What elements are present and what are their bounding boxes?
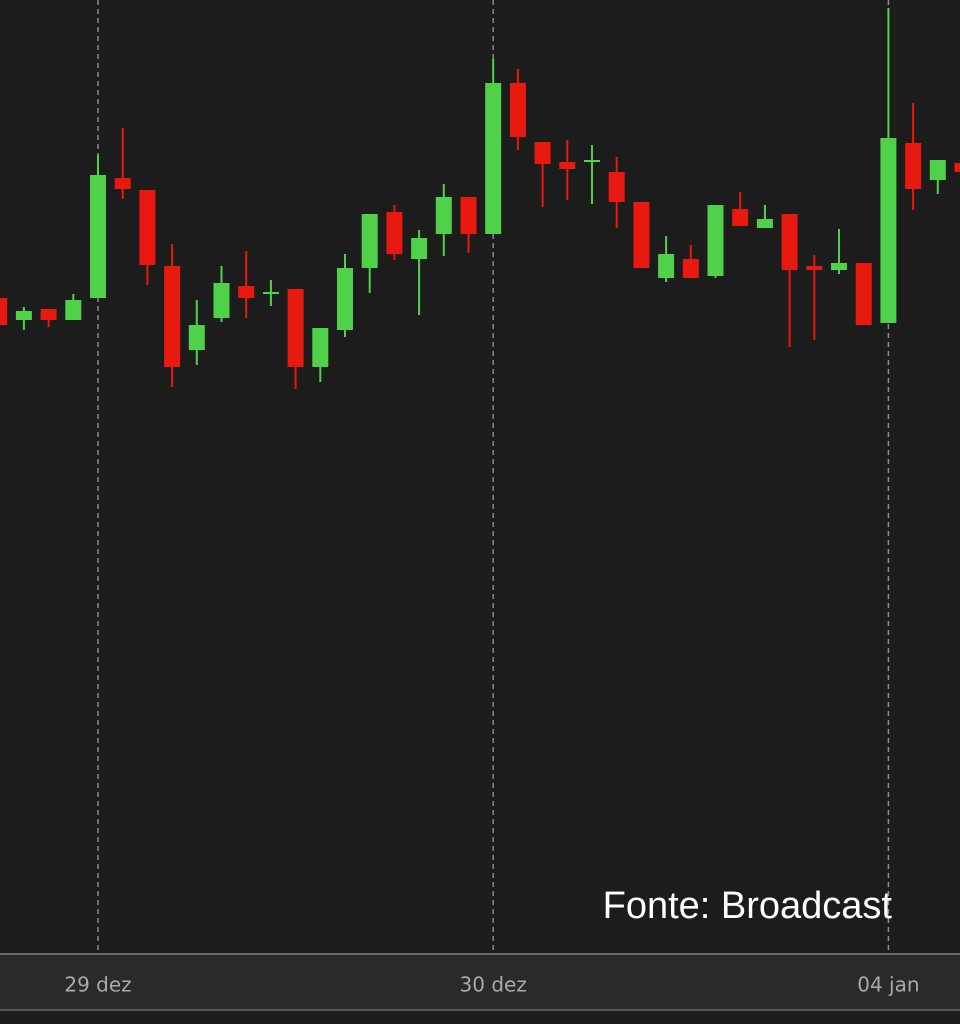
candle-body (633, 202, 650, 268)
grid (97, 0, 890, 954)
candle-body (559, 162, 576, 169)
candle-body (880, 138, 897, 323)
x-tick-label: 04 jan (857, 973, 919, 997)
candle-body (806, 266, 823, 270)
candle-body (386, 212, 403, 254)
candle-body (188, 325, 205, 350)
candle-body (287, 289, 304, 367)
candle-body (65, 300, 82, 320)
candle-body (411, 238, 428, 259)
candle-body (435, 197, 452, 234)
candle-body (658, 254, 675, 278)
candle-body (855, 263, 872, 325)
candle-body (732, 209, 749, 226)
annotation: Fonte: Broadcast (603, 885, 893, 927)
candle-body (114, 178, 131, 189)
candle-body (485, 83, 502, 234)
x-tick-label: 29 dez (64, 973, 131, 997)
candle-body (312, 328, 329, 367)
candles (0, 8, 960, 389)
candle-body (584, 160, 600, 162)
candle-body (954, 163, 960, 172)
candle-body (213, 283, 230, 318)
candle-body (361, 214, 378, 268)
candle-body (164, 266, 181, 367)
candle-body (238, 286, 255, 298)
candle-body (707, 205, 724, 276)
candle-body (337, 268, 353, 330)
candle-body (509, 83, 526, 137)
candle-body (608, 172, 625, 202)
candle-body (0, 298, 8, 325)
candle-body (139, 190, 156, 265)
candle-body (90, 175, 106, 298)
candle-body (756, 219, 773, 228)
candle-body (781, 214, 798, 270)
x-axis-band (0, 954, 960, 1010)
candle-body (831, 263, 847, 270)
candle-body (905, 143, 922, 189)
candle-body (929, 160, 946, 180)
labels: 29 dez 30 dez 04 jan (64, 973, 919, 997)
candle-body (15, 311, 32, 320)
candle-body (40, 309, 57, 320)
candle-body (534, 142, 551, 164)
candle-body (682, 259, 699, 278)
x-tick-label: 30 dez (460, 973, 527, 997)
candle-body (460, 197, 477, 234)
candle-body (262, 292, 279, 294)
